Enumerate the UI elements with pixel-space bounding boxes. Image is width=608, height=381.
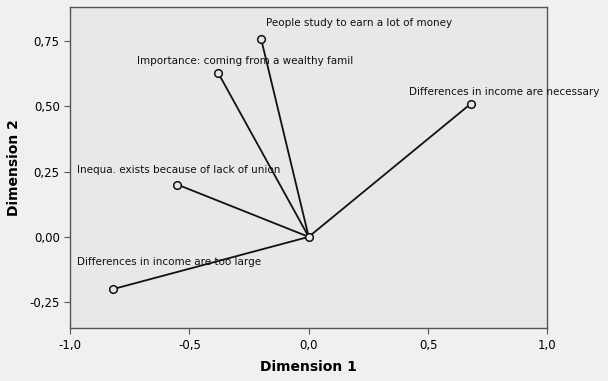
Text: Differences in income are too large: Differences in income are too large — [77, 257, 261, 267]
Y-axis label: Dimension 2: Dimension 2 — [7, 119, 21, 216]
Text: Differences in income are necessary: Differences in income are necessary — [409, 87, 599, 97]
Text: People study to earn a lot of money: People study to earn a lot of money — [266, 18, 452, 28]
Text: Importance: coming from a wealthy famil: Importance: coming from a wealthy famil — [137, 56, 353, 66]
X-axis label: Dimension 1: Dimension 1 — [260, 360, 357, 374]
Text: Inequa. exists because of lack of union: Inequa. exists because of lack of union — [77, 165, 281, 176]
